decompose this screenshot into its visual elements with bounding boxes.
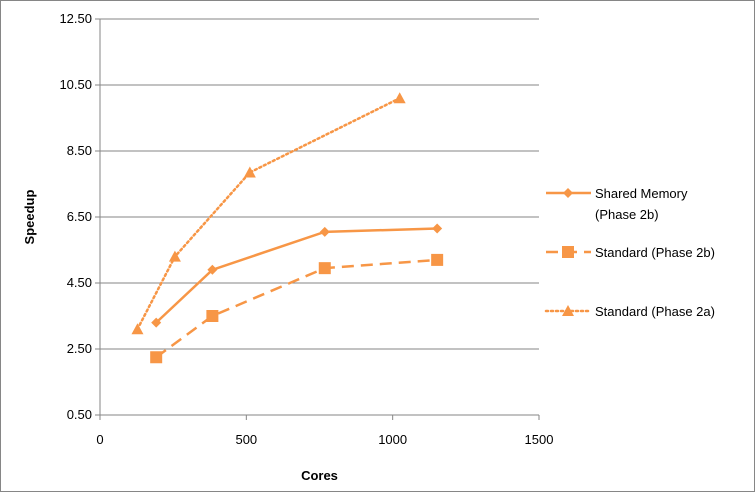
legend-label: Standard (Phase 2b) — [595, 245, 715, 260]
series-2-line — [155, 258, 438, 359]
gridlines — [100, 18, 539, 416]
legend-marker — [562, 246, 574, 258]
series-2-marker — [431, 253, 444, 266]
y-tick-label: 12.50 — [59, 11, 92, 26]
series-lines — [136, 96, 438, 359]
series-2-marker — [150, 351, 163, 364]
y-tick-label: 2.50 — [67, 341, 92, 356]
legend-entry-3: Standard (Phase 2a) — [544, 304, 715, 319]
series-1-marker — [432, 223, 443, 234]
y-tick-label: 6.50 — [67, 209, 92, 224]
series-1-marker — [151, 317, 162, 328]
x-tick-label: 0 — [96, 432, 103, 447]
series-3-marker — [131, 323, 144, 335]
series-3-marker — [243, 166, 256, 178]
legend-entry-2: Standard (Phase 2b) — [546, 245, 715, 260]
y-tick-label: 4.50 — [67, 275, 92, 290]
x-tick-label: 500 — [235, 432, 257, 447]
legend-label: Standard (Phase 2a) — [595, 304, 715, 319]
y-axis-title: Speedup — [22, 189, 37, 244]
series-3-line — [136, 96, 401, 331]
x-tick-label: 1000 — [378, 432, 407, 447]
x-tick-label: 1500 — [525, 432, 554, 447]
legend-marker — [562, 305, 574, 316]
series-2-marker — [318, 262, 331, 275]
legend-label: Shared Memory — [595, 186, 688, 201]
series-markers — [131, 92, 444, 364]
legend-entry-1: Shared Memory (Phase 2b) — [546, 186, 688, 222]
x-axis-title: Cores — [301, 468, 338, 483]
legend: Shared Memory (Phase 2b) Standard (Phase 2… — [544, 186, 715, 319]
series-1-marker — [319, 226, 330, 237]
tick-labels: 0.50 2.50 4.50 6.50 8.50 10.50 12.50 0 500 1000 15… — [59, 11, 553, 447]
series-1-line — [155, 227, 438, 324]
legend-label: (Phase 2b) — [595, 207, 659, 222]
y-tick-label: 8.50 — [67, 143, 92, 158]
y-tick-label: 10.50 — [59, 77, 92, 92]
series-3-marker — [393, 92, 406, 104]
axes — [95, 18, 540, 420]
series-3-marker — [168, 250, 181, 262]
series-2-marker — [206, 310, 219, 322]
y-tick-label: 0.50 — [67, 407, 92, 422]
series-1-marker — [207, 264, 218, 275]
legend-marker — [563, 188, 573, 198]
